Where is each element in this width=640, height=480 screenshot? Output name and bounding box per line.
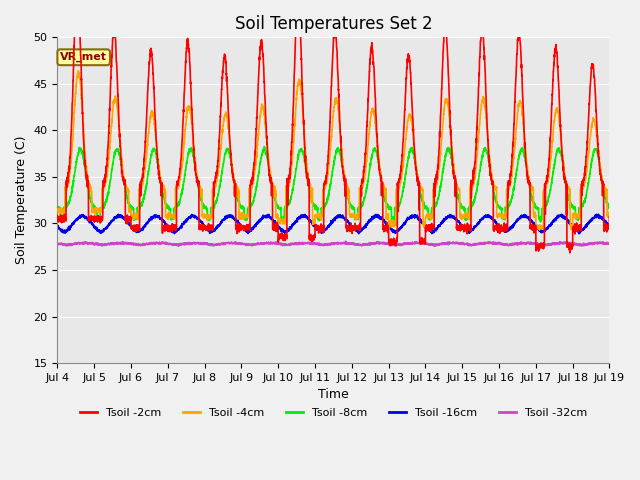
Y-axis label: Soil Temperature (C): Soil Temperature (C) xyxy=(15,136,28,264)
Legend: Tsoil -2cm, Tsoil -4cm, Tsoil -8cm, Tsoil -16cm, Tsoil -32cm: Tsoil -2cm, Tsoil -4cm, Tsoil -8cm, Tsoi… xyxy=(76,404,591,422)
Title: Soil Temperatures Set 2: Soil Temperatures Set 2 xyxy=(235,15,432,33)
X-axis label: Time: Time xyxy=(318,388,349,401)
Text: VR_met: VR_met xyxy=(60,52,107,62)
